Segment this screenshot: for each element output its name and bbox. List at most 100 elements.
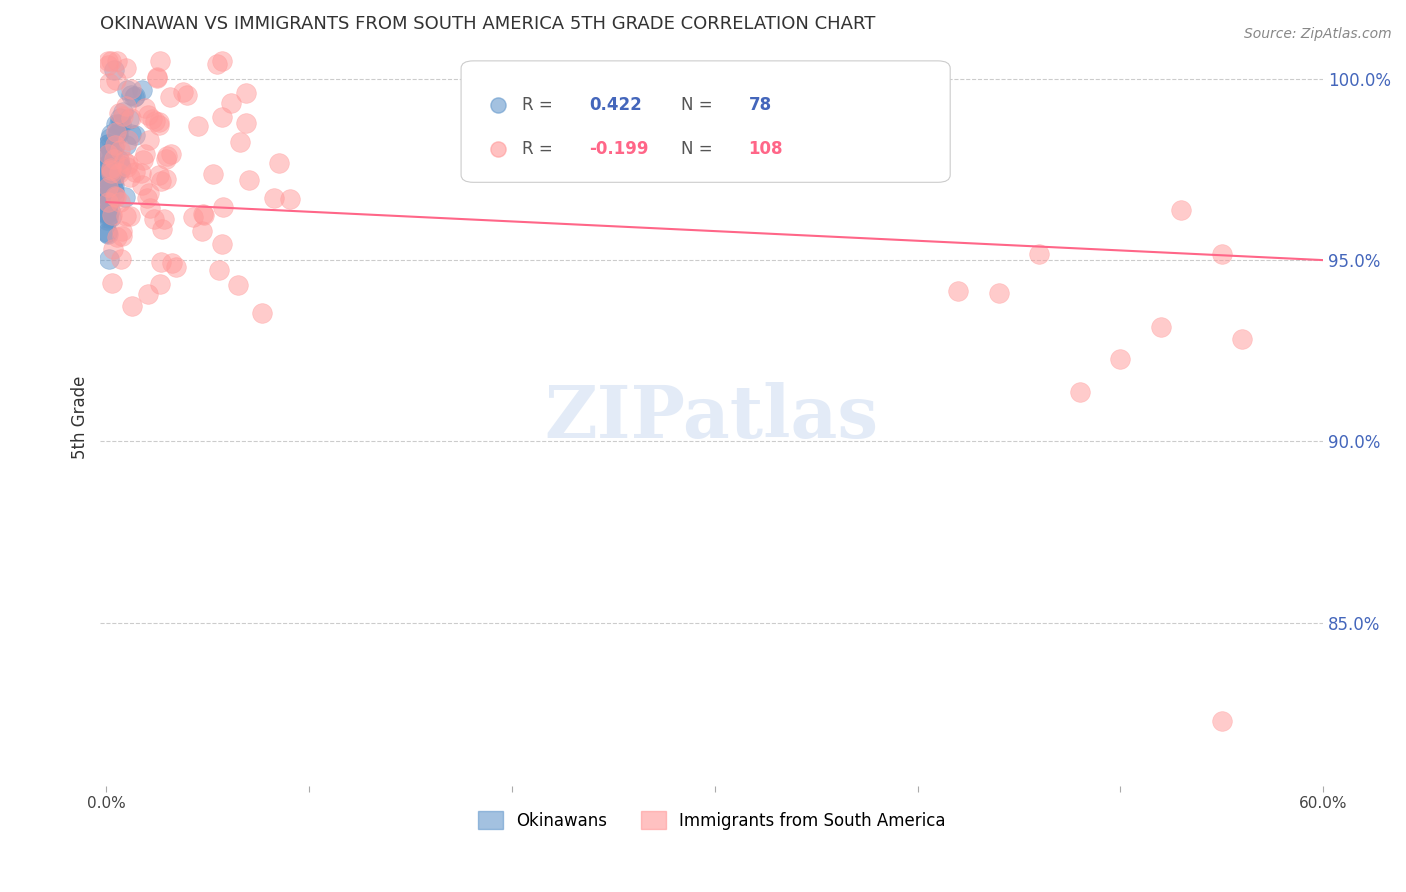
Point [97,137,120,152]
Point [100,169,122,183]
Point [104,117,127,131]
Point [107,153,129,168]
Point [100,54,122,68]
Point [238,173,260,187]
Point [97,152,120,166]
Text: R =: R = [522,140,558,158]
Text: ZIPatlas: ZIPatlas [544,383,879,453]
Point [112,154,135,169]
Point [187,119,209,133]
Point [866,145,889,160]
Point [1230,332,1253,346]
Point [1211,247,1233,261]
Point [221,95,243,110]
Point [987,286,1010,301]
Text: OKINAWAN VS IMMIGRANTS FROM SOUTH AMERICA 5TH GRADE CORRELATION CHART: OKINAWAN VS IMMIGRANTS FROM SOUTH AMERIC… [100,15,876,33]
Point [141,112,163,126]
Point [97,76,120,90]
Point [101,148,124,162]
Text: Source: ZipAtlas.com: Source: ZipAtlas.com [1244,27,1392,41]
Point [110,118,132,132]
Point [97,146,120,161]
Point [97,186,120,200]
Point [131,178,153,193]
Point [101,143,124,157]
Point [110,161,132,176]
Point [1028,247,1050,261]
Text: -0.199: -0.199 [589,140,650,158]
Text: N =: N = [681,96,718,114]
Point [104,190,127,204]
Point [101,242,124,256]
Point [103,185,125,199]
Point [105,125,128,139]
Point [1069,384,1091,399]
Point [143,114,166,128]
Point [1150,320,1173,334]
Point [103,152,125,166]
Point [96,171,118,186]
Point [97,206,120,220]
Point [97,139,120,153]
Point [146,70,169,84]
Point [110,224,132,238]
Point [104,189,127,203]
Point [97,54,120,68]
Point [97,197,120,211]
Point [120,127,142,141]
Point [267,155,290,169]
Point [139,201,162,215]
Point [136,108,159,122]
Point [97,179,120,194]
Y-axis label: 5th Grade: 5th Grade [72,376,89,459]
Point [100,164,122,178]
Point [98,188,121,202]
Point [263,191,285,205]
Point [165,260,187,274]
Point [112,109,135,123]
Point [96,181,118,195]
Point [172,85,194,99]
Point [103,189,125,203]
Point [108,105,131,120]
Point [120,82,142,96]
Point [104,166,127,180]
Point [160,256,183,270]
Point [98,173,121,187]
Point [150,174,173,188]
Point [96,189,118,203]
Point [1170,202,1192,217]
Point [100,131,122,145]
Point [111,228,134,243]
Point [129,166,152,180]
Point [98,252,121,266]
Point [155,172,177,186]
Point [160,146,183,161]
Point [138,186,160,201]
Point [108,166,131,180]
Text: 108: 108 [748,140,783,158]
Point [105,230,128,244]
Point [96,187,118,202]
Point [100,210,122,224]
Point [122,90,145,104]
Point [104,138,127,153]
Point [103,178,125,192]
Point [148,118,170,132]
Point [148,115,170,129]
Point [114,189,136,203]
Point [193,208,215,222]
Point [142,212,165,227]
Point [97,209,120,223]
Text: 78: 78 [748,96,772,114]
Legend: Okinawans, Immigrants from South America: Okinawans, Immigrants from South America [471,805,952,837]
Point [146,70,169,85]
Point [98,146,121,161]
Point [98,165,121,179]
Point [115,61,138,75]
Point [149,54,172,68]
Text: N =: N = [681,140,718,158]
Point [103,140,125,154]
Point [1109,352,1132,367]
Point [98,202,121,217]
